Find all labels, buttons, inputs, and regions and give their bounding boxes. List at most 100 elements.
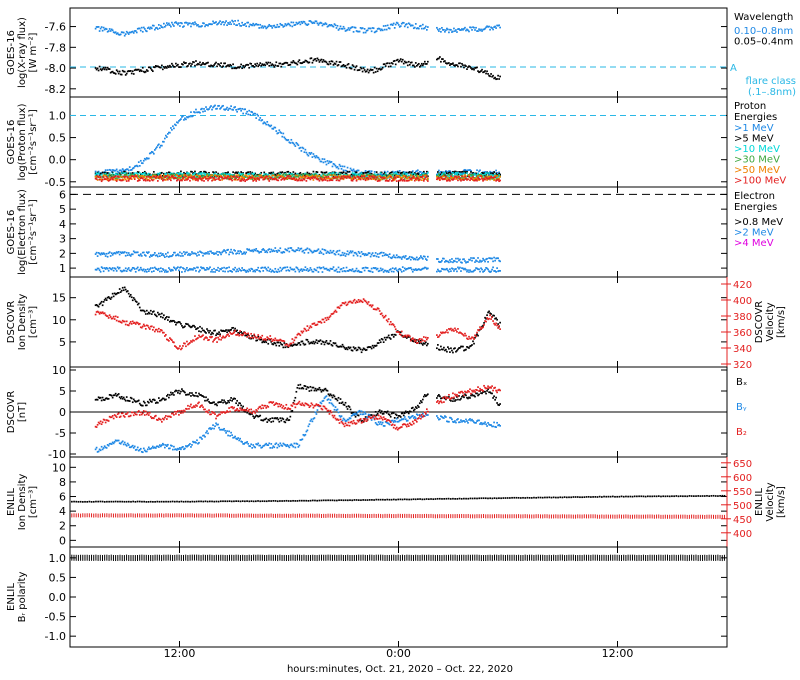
data-point xyxy=(166,255,168,258)
data-point xyxy=(449,28,451,31)
data-point xyxy=(457,65,459,68)
data-point xyxy=(124,33,127,35)
data-point xyxy=(162,140,164,143)
data-point xyxy=(107,180,110,182)
data-point xyxy=(130,169,133,171)
data-point xyxy=(358,69,361,71)
data-point xyxy=(447,331,449,334)
data-point xyxy=(332,171,335,174)
data-point xyxy=(294,176,297,178)
data-point xyxy=(107,175,110,178)
data-point xyxy=(311,270,314,273)
data-point xyxy=(421,173,424,176)
data-point xyxy=(368,252,371,255)
data-point xyxy=(126,176,129,179)
data-point xyxy=(202,329,204,332)
data-point xyxy=(156,174,159,176)
data-point xyxy=(324,179,327,181)
data-point xyxy=(164,318,166,321)
data-point xyxy=(354,173,357,176)
data-point xyxy=(322,59,325,61)
data-point xyxy=(446,62,448,65)
data-point xyxy=(320,160,323,163)
data-point xyxy=(402,178,405,181)
data-point xyxy=(329,340,332,342)
data-point xyxy=(403,178,406,180)
data-point xyxy=(382,174,385,177)
data-point xyxy=(241,178,243,180)
data-point xyxy=(291,268,294,271)
data-point xyxy=(353,347,356,350)
data-point xyxy=(256,339,259,342)
data-point xyxy=(339,165,342,168)
data-point xyxy=(338,179,341,182)
data-point xyxy=(322,341,325,343)
data-point xyxy=(175,268,177,271)
data-point xyxy=(447,28,449,31)
data-point xyxy=(305,330,308,332)
data-point xyxy=(284,266,287,269)
data-point xyxy=(466,261,468,263)
data-point xyxy=(451,267,453,270)
data-point xyxy=(369,175,372,178)
data-point xyxy=(99,270,102,273)
data-point xyxy=(169,171,171,174)
data-point xyxy=(286,178,289,180)
data-point xyxy=(288,64,291,66)
data-point xyxy=(294,172,297,175)
data-point xyxy=(494,323,496,326)
data-point xyxy=(472,171,474,174)
data-point xyxy=(487,268,489,271)
data-point xyxy=(385,174,388,177)
data-point xyxy=(190,253,192,255)
data-point xyxy=(461,175,463,178)
data-point xyxy=(106,66,109,69)
data-point xyxy=(318,173,321,176)
data-point xyxy=(226,106,228,109)
data-point xyxy=(249,177,252,180)
data-point xyxy=(229,107,231,110)
data-point xyxy=(335,166,338,169)
data-point xyxy=(286,171,289,173)
data-point xyxy=(369,177,372,180)
data-point xyxy=(156,255,159,258)
data-point xyxy=(150,178,153,181)
data-point xyxy=(179,172,181,174)
data-point xyxy=(274,267,277,270)
data-point xyxy=(143,178,146,181)
data-point xyxy=(420,338,423,341)
data-point xyxy=(330,174,333,177)
data-point xyxy=(155,315,158,318)
data-point xyxy=(163,178,165,181)
data-point xyxy=(465,177,467,180)
data-point xyxy=(353,26,356,29)
data-point xyxy=(165,269,167,272)
data-point xyxy=(350,269,353,272)
data-point xyxy=(142,70,145,73)
data-point xyxy=(448,328,450,330)
data-point xyxy=(264,177,267,180)
data-point xyxy=(121,175,124,178)
data-point xyxy=(119,291,122,293)
data-point xyxy=(451,176,453,179)
data-point xyxy=(94,177,97,180)
data-point xyxy=(119,269,122,272)
data-point xyxy=(183,61,185,64)
data-point xyxy=(171,128,173,131)
data-point xyxy=(167,251,169,254)
data-point xyxy=(271,172,274,175)
data-point xyxy=(223,330,225,333)
data-point xyxy=(461,28,463,30)
data-point xyxy=(283,172,286,174)
data-point xyxy=(134,165,137,167)
data-point xyxy=(339,304,342,307)
data-point xyxy=(157,174,160,176)
data-point xyxy=(327,177,330,179)
data-point xyxy=(420,268,423,271)
data-point xyxy=(375,171,378,173)
data-point xyxy=(481,325,483,328)
data-point xyxy=(232,252,234,255)
data-point xyxy=(448,170,450,173)
data-point xyxy=(406,64,409,67)
data-point xyxy=(277,26,280,28)
